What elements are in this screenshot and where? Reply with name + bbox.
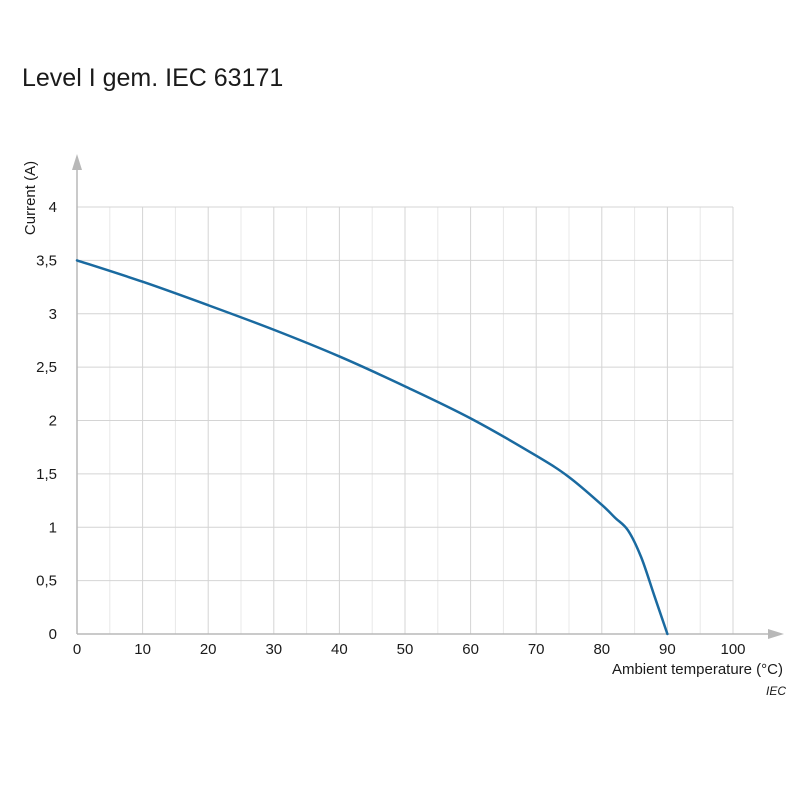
x-tick-label: 50 [397, 641, 414, 658]
x-tick-label: 100 [720, 641, 745, 658]
source-note: IEC [766, 684, 786, 698]
y-tick-label: 1 [49, 519, 57, 536]
y-tick-label: 1,5 [36, 466, 57, 483]
x-tick-label: 80 [593, 641, 610, 658]
y-tick-label: 0 [49, 626, 57, 643]
y-tick-label: 3,5 [36, 252, 57, 269]
axes [72, 154, 784, 639]
y-tick-label: 0,5 [36, 573, 57, 590]
x-tick-labels: 0 10 20 30 40 50 60 70 80 90 100 [73, 641, 746, 658]
y-tick-labels: 0 0,5 1 1,5 2 2,5 3 3,5 4 [36, 199, 57, 643]
major-gridlines [77, 206, 734, 634]
x-tick-label: 40 [331, 641, 348, 658]
y-tick-label: 4 [49, 199, 57, 216]
x-tick-label: 0 [73, 641, 81, 658]
series-layer [75, 259, 669, 636]
series-line [75, 259, 669, 636]
x-axis-label: Ambient temperature (°C) [612, 661, 783, 678]
y-axis-label: Current (A) [22, 161, 39, 235]
x-axis-arrow [768, 629, 784, 639]
y-tick-label: 3 [49, 306, 57, 323]
y-axis-arrow [72, 154, 82, 170]
x-tick-label: 70 [528, 641, 545, 658]
x-tick-label: 30 [265, 641, 282, 658]
chart-title: Level I gem. IEC 63171 [22, 64, 283, 92]
y-tick-label: 2 [49, 413, 57, 430]
x-tick-label: 90 [659, 641, 676, 658]
x-tick-label: 60 [462, 641, 479, 658]
y-tick-label: 2,5 [36, 359, 57, 376]
x-tick-label: 10 [134, 641, 151, 658]
x-tick-label: 20 [200, 641, 217, 658]
